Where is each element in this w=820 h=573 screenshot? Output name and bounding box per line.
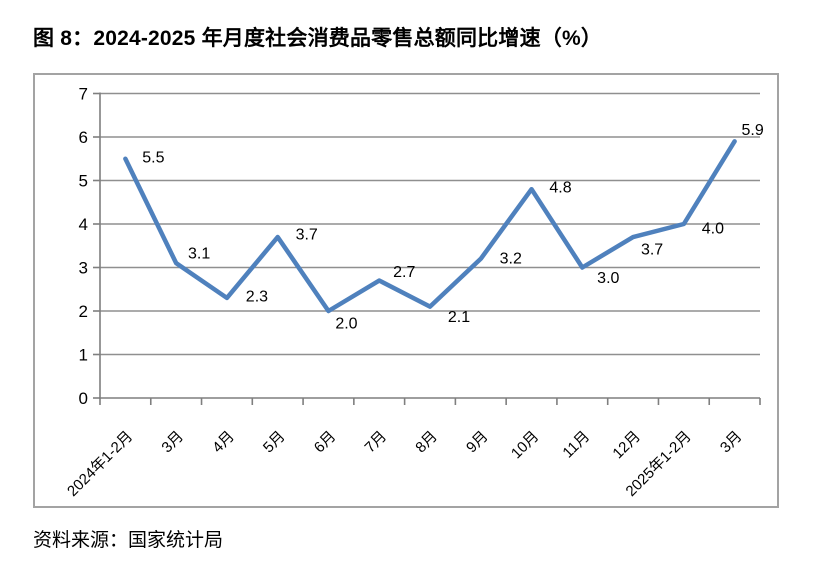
data-point-label: 3.2 <box>500 250 522 267</box>
x-axis-label: 6月 <box>311 428 340 457</box>
line-chart-container: 0 1 2 3 4 5 6 7 2024年1-2月 3月 4月 5月 6月 7月 8月 9月 10月 11月 12月… <box>33 73 779 508</box>
y-axis-label: 4 <box>79 215 88 234</box>
data-point-label: 5.5 <box>142 149 164 166</box>
data-point-label: 2.1 <box>448 309 470 326</box>
x-axis-label: 11月 <box>559 428 593 462</box>
data-point-label: 2.3 <box>246 288 268 305</box>
line-chart: 0 1 2 3 4 5 6 7 2024年1-2月 3月 4月 5月 6月 7月 8月 9月 10月 11月 12月… <box>64 85 764 500</box>
x-axis-label: 8月 <box>412 428 441 457</box>
data-point-label: 3.1 <box>188 246 210 263</box>
x-axis-label: 12月 <box>609 428 643 462</box>
data-point-label: 5.9 <box>741 122 763 139</box>
data-point-label: 3.0 <box>597 270 619 287</box>
data-point-label: 2.0 <box>335 316 357 333</box>
x-axis-label: 3月 <box>717 428 746 457</box>
x-axis-label: 4月 <box>209 428 238 457</box>
y-axis-label: 5 <box>79 172 88 191</box>
data-point-label: 4.8 <box>549 180 571 197</box>
y-axis-label: 6 <box>79 128 88 147</box>
x-axis-label: 2024年1-2月 <box>64 428 136 500</box>
x-axis-label: 7月 <box>362 428 391 457</box>
data-point-label: 3.7 <box>641 242 663 259</box>
x-axis-label: 5月 <box>260 428 289 457</box>
data-point-label: 2.7 <box>393 264 415 281</box>
data-point-label: 3.7 <box>296 227 318 244</box>
y-axis-label: 1 <box>79 346 88 365</box>
x-axis-label: 9月 <box>463 428 492 457</box>
y-axis-label: 0 <box>79 389 88 408</box>
x-axis-label: 10月 <box>508 428 542 462</box>
data-point-label: 4.0 <box>702 221 724 238</box>
figure-title: 图 8：2024-2025 年月度社会消费品零售总额同比增速（%） <box>33 27 603 50</box>
series-line <box>123 139 737 314</box>
y-axis-label: 3 <box>79 259 88 278</box>
figure-source: 资料来源：国家统计局 <box>33 530 224 551</box>
x-axis-label: 3月 <box>158 428 187 457</box>
y-axis-label: 2 <box>79 302 88 321</box>
y-axis-label: 7 <box>79 85 88 104</box>
